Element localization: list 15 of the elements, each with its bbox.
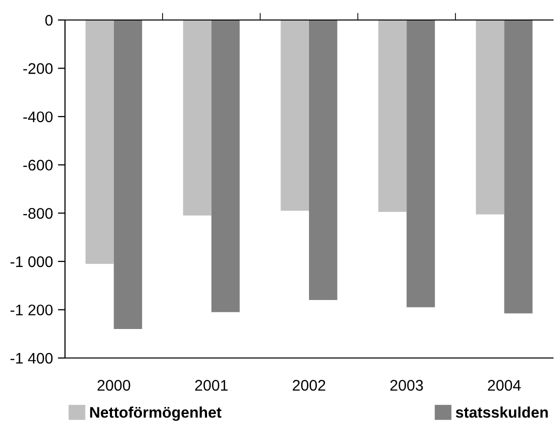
y-tick-label: -200 xyxy=(23,63,53,74)
x-tick-label: 2002 xyxy=(292,380,326,391)
legend-label: statsskulden xyxy=(456,406,548,418)
y-tick-label: -400 xyxy=(23,111,53,122)
y-tick-label: -1 000 xyxy=(10,256,53,268)
legend-label: Nettoförmögenhet xyxy=(90,406,222,421)
y-tick-label: -600 xyxy=(23,160,53,171)
y-tick-label: 0 xyxy=(45,14,53,26)
y-tick-label: -800 xyxy=(23,208,53,219)
x-tick-label: 2000 xyxy=(98,380,130,391)
x-tick-label: 2004 xyxy=(488,380,521,391)
y-tick-label: -1 200 xyxy=(10,304,53,316)
x-tick-label: 2003 xyxy=(390,380,423,391)
x-tick-label: 2001 xyxy=(195,380,228,391)
y-tick-label: -1 400 xyxy=(10,352,53,364)
